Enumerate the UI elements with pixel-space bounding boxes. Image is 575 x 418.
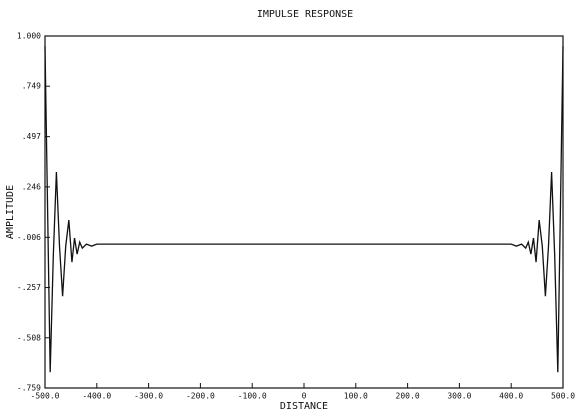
y-tick-label: -.006 (17, 233, 41, 242)
x-tick-label: 200.0 (396, 392, 420, 401)
y-tick-label: -.759 (17, 384, 41, 393)
data-line (44, 45, 564, 373)
x-tick-label: 100.0 (344, 392, 368, 401)
x-tick-label: 400.0 (499, 392, 523, 401)
plot-frame (44, 35, 564, 389)
y-tick-label: .497 (22, 132, 41, 141)
x-tick-label: 500.0 (551, 392, 575, 401)
y-axis-label: AMPLITUDE (5, 185, 16, 239)
y-tick-label: .749 (22, 82, 41, 91)
y-tick-label: -.257 (17, 283, 41, 292)
x-tick-label: -200.0 (186, 392, 215, 401)
y-tick-label: -.508 (17, 333, 41, 342)
x-tick-label: -500.0 (31, 392, 60, 401)
x-tick-label: 300.0 (447, 392, 471, 401)
x-tick-label: -100.0 (238, 392, 267, 401)
y-tick-label: 1.000 (17, 32, 41, 41)
chart-title: IMPULSE RESPONSE (257, 9, 353, 20)
x-tick-label: -300.0 (134, 392, 163, 401)
x-tick-label: -400.0 (82, 392, 111, 401)
x-axis-label: DISTANCE (280, 401, 328, 412)
y-tick-label: .246 (22, 182, 41, 191)
x-tick-label: 0 (302, 392, 307, 401)
